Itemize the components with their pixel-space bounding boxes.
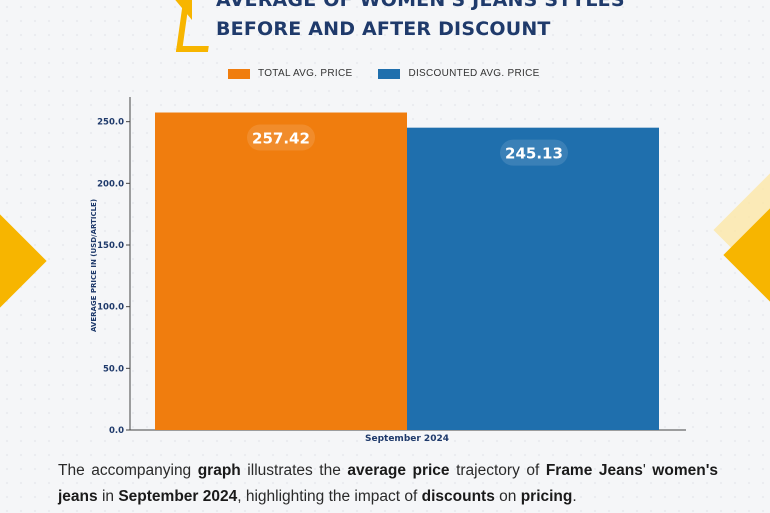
chart-title-line2: BEFORE AND AFTER DISCOUNT (216, 18, 551, 40)
caption-text-3: trajectory of (449, 462, 546, 479)
chart-title: AVERAGE OF WOMEN'S JEANS STYLES BEFORE A… (216, 0, 625, 44)
caption-bold-date: September 2024 (118, 488, 238, 505)
y-tick-label: 100.0 (97, 303, 124, 313)
bar-total (155, 112, 407, 431)
caption-bold-graph: graph (197, 462, 241, 479)
data-label-bubble (247, 124, 315, 151)
legend-swatch-discounted (378, 68, 401, 79)
caption-text-1: The accompanying (58, 462, 198, 479)
legend-swatch-total (228, 68, 250, 79)
bar-discounted (407, 127, 659, 430)
caption-text-6: , highlighting the impact of (237, 488, 422, 505)
caption-bold-brand: Frame Jeans (545, 462, 643, 479)
caption-text-8: . (572, 488, 577, 505)
caption-text-2: illustrates the (240, 462, 348, 479)
caption-bold-average-price: average price (347, 462, 450, 479)
caption-text-5: in (97, 488, 119, 505)
caption-text-4: ' (642, 462, 653, 479)
data-label-total: 257.42 (252, 130, 310, 148)
data-label-bubble (500, 139, 568, 166)
y-tick-label: 0.0 (109, 426, 124, 436)
y-tick-label: 50.0 (103, 364, 124, 374)
caption-bold-pricing: pricing (520, 488, 573, 505)
data-label-discounted: 245.13 (505, 145, 563, 163)
caption-bold-discounts: discounts (421, 488, 495, 505)
chart-title-line1: AVERAGE OF WOMEN'S JEANS STYLES (216, 0, 625, 11)
y-tick-label: 250.0 (97, 118, 124, 128)
legend-item-total: TOTAL AVG. PRICE (228, 68, 352, 79)
caption-bold-womens-jeans: women's jeans (58, 462, 718, 505)
caption-text-7: on (494, 488, 521, 505)
legend-item-discounted: DISCOUNTED AVG. PRICE (378, 68, 539, 79)
legend-label-discounted: DISCOUNTED AVG. PRICE (408, 68, 540, 79)
chart-legend: TOTAL AVG. PRICE DISCOUNTED AVG. PRICE (228, 68, 540, 79)
y-tick-label: 150.0 (97, 241, 124, 251)
x-category-label: September 2024 (365, 434, 449, 444)
y-axis-label: AVERAGE PRICE IN (USD/ARTICLE) (90, 199, 98, 332)
legend-label-total: TOTAL AVG. PRICE (258, 68, 353, 79)
caption-paragraph: The accompanying graph illustrates the a… (58, 458, 718, 510)
y-tick-label: 200.0 (97, 179, 124, 189)
